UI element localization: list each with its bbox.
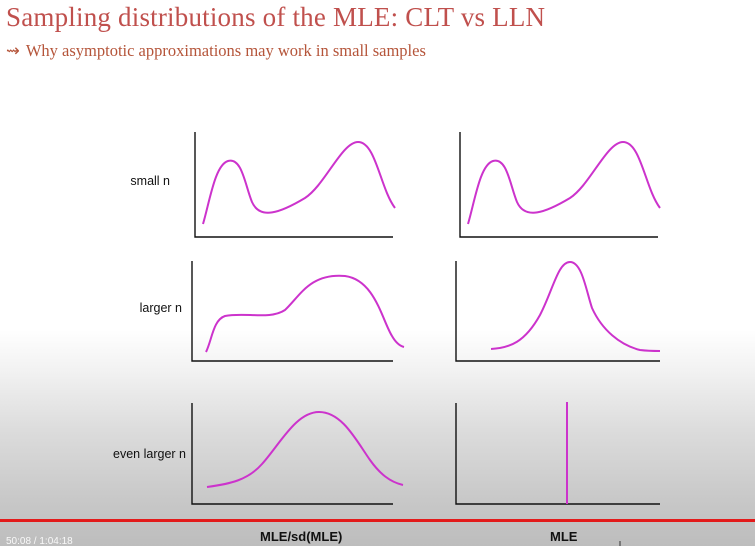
squiggle-arrow-icon: ⇝ <box>6 41 20 60</box>
plot-even-larger-n-clt <box>191 403 404 505</box>
plot-larger-n-lln <box>455 260 661 362</box>
plot-axes <box>455 403 660 505</box>
plot-small-n-clt <box>194 132 396 238</box>
density-curve <box>202 140 396 225</box>
subtitle-text: Why asymptotic approximations may work i… <box>25 41 426 60</box>
plot-axes <box>194 132 393 238</box>
density-curve <box>205 274 405 353</box>
plot-even-larger-n-lln <box>455 402 660 505</box>
density-curve <box>490 260 661 352</box>
column-label-lln: MLE <box>550 529 578 544</box>
plot-axes <box>191 261 393 362</box>
slide-subtitle: ⇝ Why asymptotic approximations may work … <box>6 41 426 61</box>
video-time-readout: 50:08 / 1:04:18 <box>6 536 73 547</box>
density-curve <box>467 140 661 225</box>
row-label-even-larger-n: even larger n <box>113 447 186 461</box>
plot-axes <box>455 261 660 362</box>
video-progress-bar[interactable] <box>0 519 755 522</box>
plot-larger-n-clt <box>191 261 405 362</box>
row-label-larger-n: larger n <box>139 301 182 315</box>
slide-title: Sampling distributions of the MLE: CLT v… <box>6 2 546 32</box>
plot-axes <box>459 132 658 238</box>
column-label-clt: MLE/sd(MLE) <box>260 529 343 544</box>
density-curve <box>206 410 404 488</box>
plot-axes <box>191 403 393 505</box>
plot-small-n-lln <box>459 132 661 238</box>
row-label-small-n: small n <box>130 174 170 188</box>
